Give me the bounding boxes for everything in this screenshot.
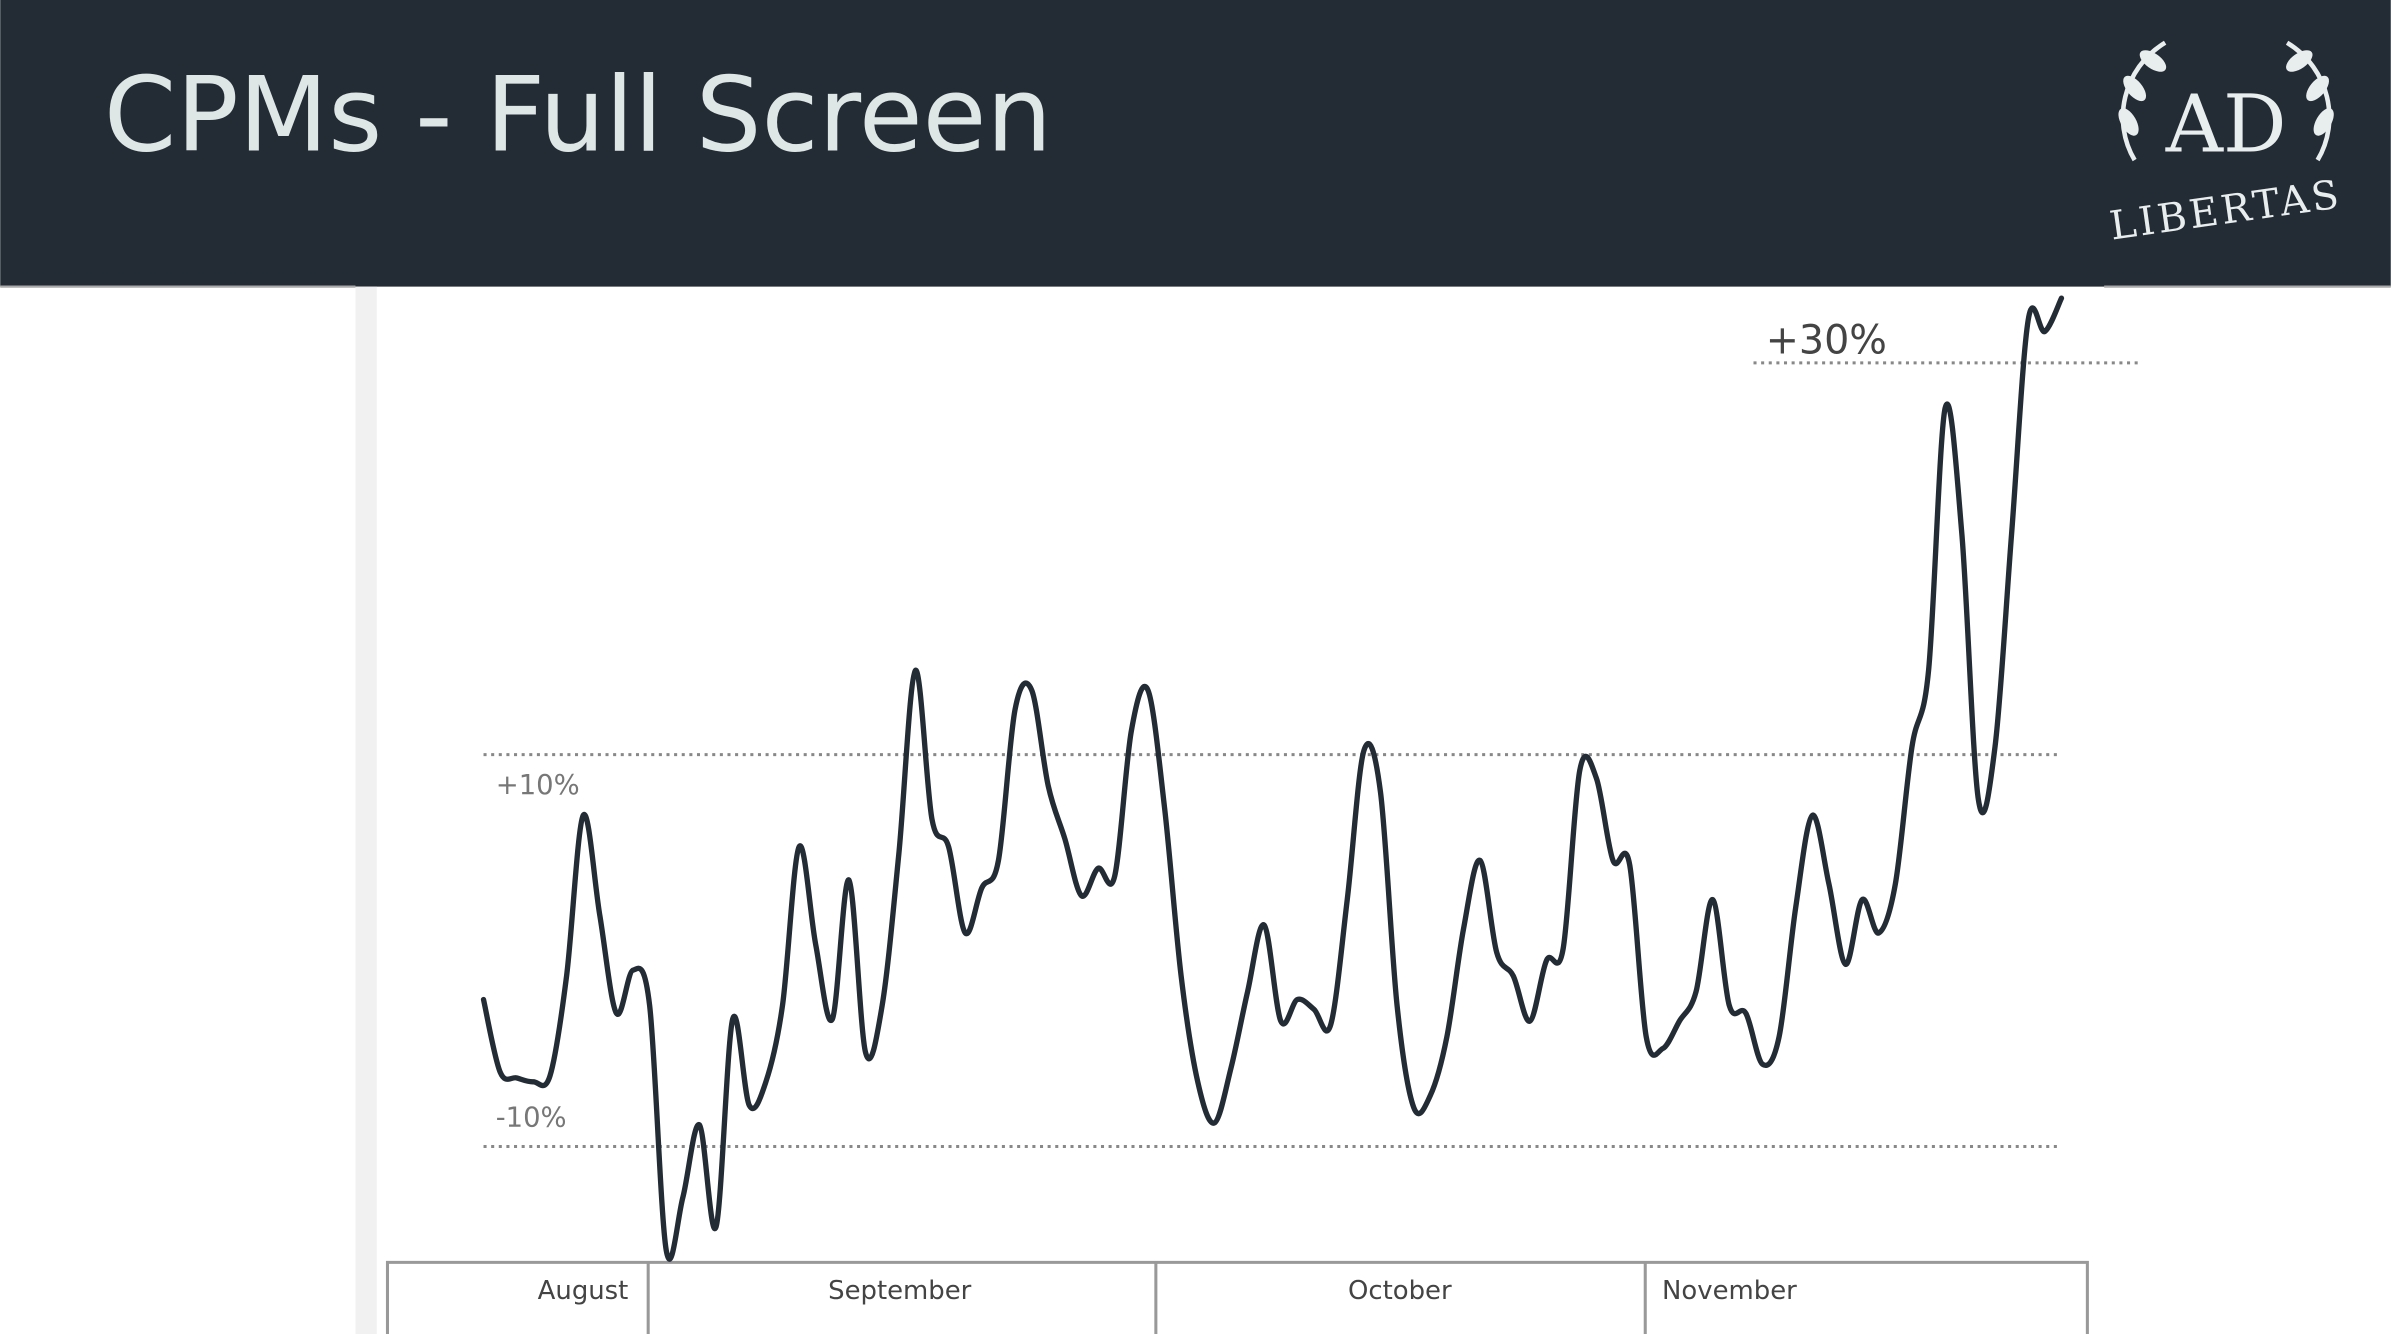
month-label: August — [538, 1276, 629, 1306]
x-axis-box — [385, 1260, 2089, 1334]
month-label: October — [1348, 1276, 1452, 1306]
axis-frame — [385, 1260, 2089, 1334]
reference-label: -10% — [496, 1103, 567, 1134]
reference-label: +10% — [496, 770, 580, 801]
month-label: November — [1662, 1276, 1797, 1306]
reference-label: +30% — [1766, 318, 1887, 364]
logo-monogram: AD — [2165, 78, 2287, 171]
header-bar — [0, 0, 2391, 287]
side-strip — [355, 286, 377, 1334]
data-line — [480, 295, 2065, 1262]
month-label: September — [828, 1276, 972, 1306]
slide-title: CPMs - Full Screen — [104, 55, 1052, 175]
